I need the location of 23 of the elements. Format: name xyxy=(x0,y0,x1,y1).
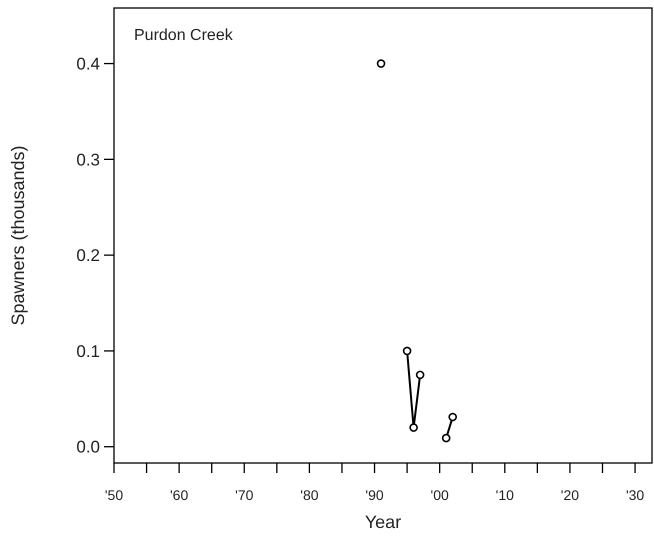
x-tick-label: '10 xyxy=(496,487,514,503)
y-axis-title: Spawners (thousands) xyxy=(8,145,28,326)
x-axis-title: Year xyxy=(364,512,402,532)
point xyxy=(442,434,450,442)
point xyxy=(409,423,418,432)
y-tick-label: 0.3 xyxy=(76,150,100,170)
x-tick-label: '60 xyxy=(170,487,188,503)
point xyxy=(376,59,386,68)
y-tick-label: 0.0 xyxy=(76,438,100,457)
x-tick-label: '30 xyxy=(626,487,644,503)
y-tick-label: 0.1 xyxy=(76,342,100,361)
x-tick-label: '50 xyxy=(104,487,124,503)
x-tick-label: '00 xyxy=(430,487,449,503)
point xyxy=(448,412,457,422)
x-tick-label: '70 xyxy=(235,487,254,503)
y-tick-label: 0.2 xyxy=(76,246,100,266)
y-tick-label: 0.4 xyxy=(76,54,100,74)
text: Purdon Creek xyxy=(134,27,234,44)
x-tick-label: '20 xyxy=(560,487,580,503)
point xyxy=(402,346,412,356)
point xyxy=(416,370,424,380)
x-tick-label: '90 xyxy=(365,487,384,503)
x-tick-label: '80 xyxy=(300,487,319,503)
